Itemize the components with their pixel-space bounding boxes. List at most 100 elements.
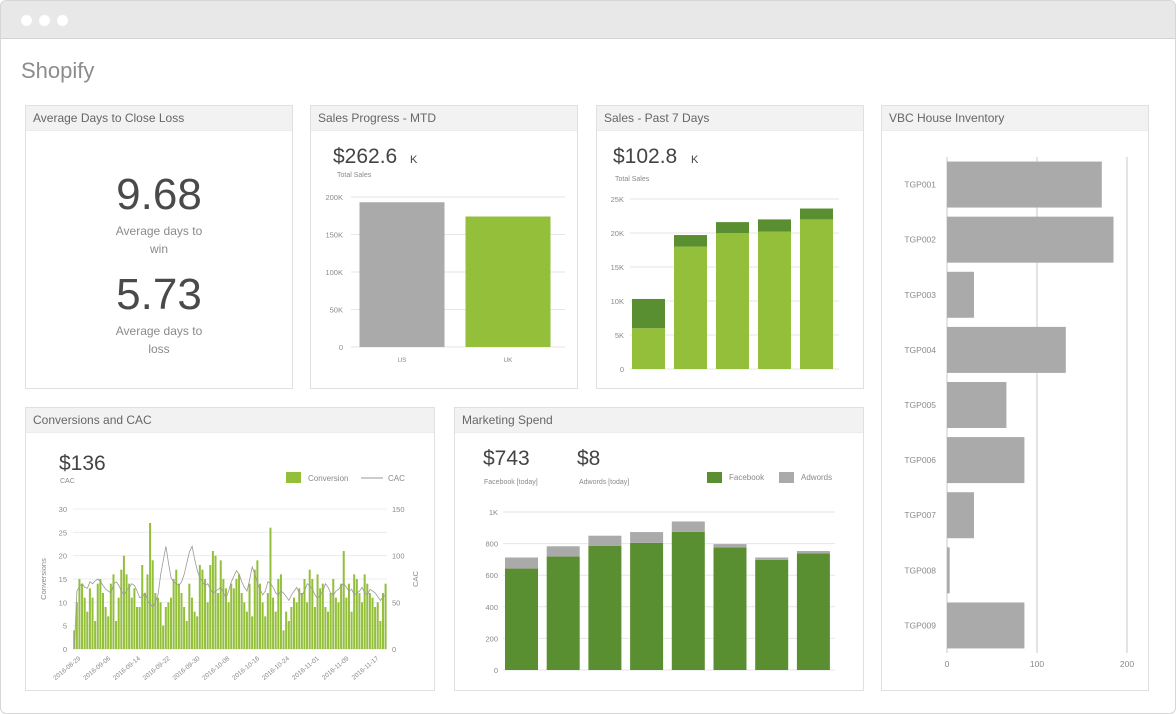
conversion-bar xyxy=(256,560,259,649)
conversion-bar xyxy=(248,583,251,649)
x-tick-label: 2016-09-22 xyxy=(142,655,172,682)
y-tick-label: TGP002 xyxy=(904,235,936,245)
conversion-bar xyxy=(143,593,146,649)
y-tick-label: 5K xyxy=(615,331,624,340)
y-tick-label: 25K xyxy=(611,195,624,204)
legend-adwords-swatch xyxy=(779,472,794,483)
facebook-bar xyxy=(796,553,830,670)
conversion-bar xyxy=(355,579,358,649)
conversion-bar xyxy=(251,616,254,649)
conversion-bar xyxy=(363,574,366,649)
y-tick-label: TGP008 xyxy=(904,565,936,575)
conversion-bar xyxy=(204,579,207,649)
conversion-bar xyxy=(172,579,175,649)
panel-title: Conversions and CAC xyxy=(26,408,434,433)
window-maximize-dot[interactable] xyxy=(57,15,68,26)
conversion-bar xyxy=(277,579,280,649)
conversion-bar xyxy=(151,560,154,649)
x-tick-label: 2016-11-01 xyxy=(291,655,321,682)
conversion-bar xyxy=(91,597,94,649)
conversion-bar xyxy=(361,602,364,649)
y2-tick-label: 100 xyxy=(392,552,405,561)
y-tick-label: 0 xyxy=(620,365,624,374)
panel-sales-progress: Sales Progress - MTD $262.6 K Total Sale… xyxy=(310,105,578,389)
conversion-bar xyxy=(149,523,152,649)
panel-title: Sales Progress - MTD xyxy=(311,106,577,131)
conversion-bar xyxy=(128,583,131,649)
conversion-bar xyxy=(198,565,201,649)
bar-tgp005 xyxy=(947,382,1007,428)
conversion-bar xyxy=(122,555,125,649)
conversion-bar xyxy=(107,616,110,649)
conversion-bar xyxy=(209,565,212,649)
legend-facebook-label: Facebook xyxy=(729,473,765,482)
x-tick-label: 2016-08-29 xyxy=(52,655,82,682)
y-tick-label: 150K xyxy=(325,231,343,240)
conversion-bar xyxy=(316,574,319,649)
conversion-bar xyxy=(230,583,233,649)
bar-segment-light xyxy=(716,233,749,369)
conversion-bar xyxy=(240,593,243,649)
bar-tgp004 xyxy=(947,326,1066,373)
window-close-dot[interactable] xyxy=(21,15,32,26)
y-tick-label: 600 xyxy=(485,571,498,580)
y-tick-label: TGP003 xyxy=(904,290,936,300)
y-tick-label: TGP009 xyxy=(904,620,936,630)
bar-segment-light xyxy=(632,328,665,369)
bar-tgp002 xyxy=(947,216,1114,263)
bar-segment-dark xyxy=(716,222,749,233)
conversion-bar xyxy=(353,574,356,649)
cac-label: CAC xyxy=(60,478,75,485)
adwords-bar xyxy=(796,551,830,554)
conversion-bar xyxy=(73,630,76,649)
x-tick-label: 2016-10-24 xyxy=(261,655,291,682)
conversion-bar xyxy=(340,583,343,649)
conversion-bar xyxy=(185,621,188,649)
y-tick-label: 0 xyxy=(339,343,343,352)
conversion-bar xyxy=(282,630,285,649)
x-tick-label: 2016-09-06 xyxy=(82,655,112,682)
y-tick-label: 15 xyxy=(59,575,67,584)
total-sales-label: Total Sales xyxy=(337,172,372,179)
window-minimize-dot[interactable] xyxy=(39,15,50,26)
panel-sales-7days: Sales - Past 7 Days $102.8 K Total Sales… xyxy=(596,105,864,389)
conversion-bar xyxy=(285,611,288,649)
y-tick-label: 800 xyxy=(485,540,498,549)
conversion-bar xyxy=(214,555,217,649)
conversion-bar xyxy=(303,579,306,649)
conversion-bar xyxy=(75,602,78,649)
conversion-bar xyxy=(190,597,193,649)
y-axis-title: Conversions xyxy=(39,558,48,600)
y2-tick-label: 150 xyxy=(392,505,405,514)
y-tick-label: 20 xyxy=(59,552,67,561)
total-sales-label: Total Sales xyxy=(615,176,650,183)
conversion-bar xyxy=(222,579,225,649)
legend-conversion-label: Conversion xyxy=(308,474,348,483)
conversion-bar xyxy=(146,574,149,649)
bar-segment-dark xyxy=(800,208,833,220)
conversion-bar xyxy=(177,583,180,649)
adwords-bar xyxy=(630,532,664,543)
conversion-bar xyxy=(321,583,324,649)
conversion-bar xyxy=(109,583,112,649)
conversion-bar xyxy=(159,602,162,649)
conversion-bar xyxy=(224,588,227,649)
x-tick-label: 200 xyxy=(1120,659,1134,669)
y-tick-label: 15K xyxy=(611,263,624,272)
adwords-bar xyxy=(713,544,747,548)
conversion-bar xyxy=(188,583,191,649)
facebook-bar xyxy=(713,547,747,670)
adwords-bar xyxy=(755,557,789,560)
y-tick-label: 400 xyxy=(485,603,498,612)
conversion-bar xyxy=(164,607,167,649)
legend-cac-label: CAC xyxy=(388,474,405,483)
legend-conversion-swatch xyxy=(286,472,301,483)
conversion-bar xyxy=(347,583,350,649)
x-tick-label: 0 xyxy=(945,659,950,669)
conversion-bar xyxy=(136,607,139,649)
conversion-bar xyxy=(366,583,369,649)
window-titlebar xyxy=(1,1,1175,39)
x-tick-label: US xyxy=(397,357,407,364)
conversion-bar xyxy=(86,611,89,649)
conversion-bar xyxy=(337,602,340,649)
